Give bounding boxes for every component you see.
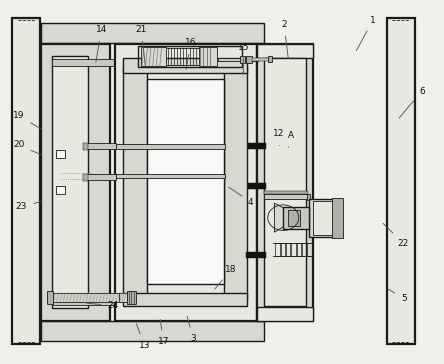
Bar: [52, 59, 121, 66]
Bar: [268, 56, 272, 62]
Bar: [119, 293, 127, 302]
Text: 24: 24: [86, 301, 119, 310]
Bar: [52, 56, 88, 308]
Bar: [281, 243, 285, 256]
Bar: [127, 291, 136, 304]
Text: A: A: [288, 131, 294, 147]
Bar: [264, 194, 308, 199]
Bar: [52, 298, 121, 305]
Bar: [218, 58, 258, 61]
Bar: [115, 174, 225, 178]
Bar: [257, 44, 313, 58]
Bar: [123, 293, 247, 306]
Bar: [302, 243, 306, 256]
Text: 5: 5: [388, 289, 407, 303]
Text: 4: 4: [229, 187, 254, 206]
Bar: [264, 191, 308, 194]
Text: 13: 13: [136, 324, 150, 349]
Bar: [246, 56, 252, 63]
Text: 21: 21: [135, 25, 147, 66]
Text: 14: 14: [95, 25, 107, 62]
Bar: [297, 243, 301, 256]
Bar: [52, 293, 120, 302]
Bar: [252, 58, 269, 61]
Bar: [87, 174, 116, 180]
Bar: [224, 66, 247, 299]
Bar: [115, 144, 225, 149]
Polygon shape: [274, 203, 284, 232]
Bar: [257, 44, 313, 321]
Text: 6: 6: [399, 87, 424, 118]
Text: 22: 22: [383, 223, 409, 248]
Text: 18: 18: [215, 265, 237, 289]
Bar: [246, 252, 266, 258]
Text: 16: 16: [185, 39, 197, 69]
Bar: [313, 201, 339, 235]
Bar: [286, 243, 290, 256]
Bar: [138, 46, 242, 67]
Bar: [41, 44, 110, 321]
Bar: [264, 58, 306, 306]
Bar: [307, 243, 312, 256]
Text: 3: 3: [187, 316, 196, 343]
Bar: [56, 186, 65, 194]
Text: 20: 20: [13, 141, 41, 155]
Text: 2: 2: [281, 20, 288, 58]
Bar: [199, 47, 217, 66]
Bar: [141, 47, 166, 66]
Bar: [283, 207, 309, 229]
Bar: [123, 58, 247, 73]
Text: 1: 1: [357, 16, 376, 50]
Bar: [12, 18, 40, 344]
Bar: [147, 79, 224, 284]
Bar: [41, 23, 264, 43]
Bar: [291, 243, 296, 256]
Bar: [83, 174, 88, 181]
Bar: [115, 44, 257, 321]
Text: 19: 19: [13, 111, 41, 129]
Bar: [332, 198, 343, 238]
Text: 23: 23: [16, 202, 41, 211]
Bar: [387, 18, 415, 344]
Bar: [257, 307, 313, 321]
Bar: [309, 199, 342, 237]
Text: 15: 15: [238, 43, 249, 73]
Text: 12: 12: [273, 130, 285, 146]
Bar: [307, 194, 310, 200]
Bar: [275, 243, 280, 256]
Bar: [83, 143, 88, 150]
Bar: [87, 143, 116, 149]
Bar: [248, 143, 266, 149]
Bar: [248, 183, 266, 189]
Bar: [288, 210, 300, 226]
Text: 17: 17: [158, 320, 169, 346]
Bar: [240, 56, 245, 63]
Bar: [123, 66, 147, 299]
Bar: [56, 150, 65, 158]
Bar: [47, 291, 53, 304]
Bar: [41, 321, 264, 341]
